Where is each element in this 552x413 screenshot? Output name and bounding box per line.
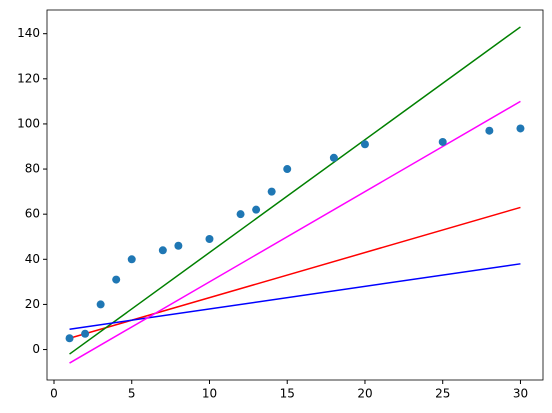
point [127, 255, 136, 264]
point [174, 241, 183, 250]
y-tick-label: 80 [25, 162, 40, 176]
x-tick-label: 5 [128, 387, 136, 401]
x-tick-label: 20 [357, 387, 372, 401]
point [65, 334, 74, 343]
point [81, 329, 90, 338]
x-tick-label: 15 [280, 387, 295, 401]
point [438, 137, 447, 146]
point [360, 140, 369, 149]
x-tick-label: 25 [435, 387, 450, 401]
y-tick-label: 100 [17, 116, 40, 130]
line [69, 100, 521, 364]
point [283, 165, 292, 174]
line [69, 206, 521, 339]
line [69, 26, 521, 355]
y-tick-label: 40 [25, 252, 40, 266]
point [516, 124, 525, 133]
y-tick-label: 60 [25, 207, 40, 221]
y-tick-label: 120 [17, 71, 40, 85]
point [485, 126, 494, 135]
y-tick-label: 140 [17, 26, 40, 40]
point [252, 205, 261, 214]
point [205, 234, 214, 243]
point [112, 275, 121, 284]
x-tick-label: 10 [202, 387, 217, 401]
plot-frame [46, 9, 544, 381]
point [236, 210, 245, 219]
x-tick-label: 0 [50, 387, 58, 401]
y-tick-label: 0 [32, 342, 40, 356]
x-tick-label: 30 [513, 387, 528, 401]
point [267, 187, 276, 196]
point [329, 153, 338, 162]
y-tick-label: 20 [25, 297, 40, 311]
line [69, 263, 521, 330]
point [96, 300, 105, 309]
point [158, 246, 167, 255]
